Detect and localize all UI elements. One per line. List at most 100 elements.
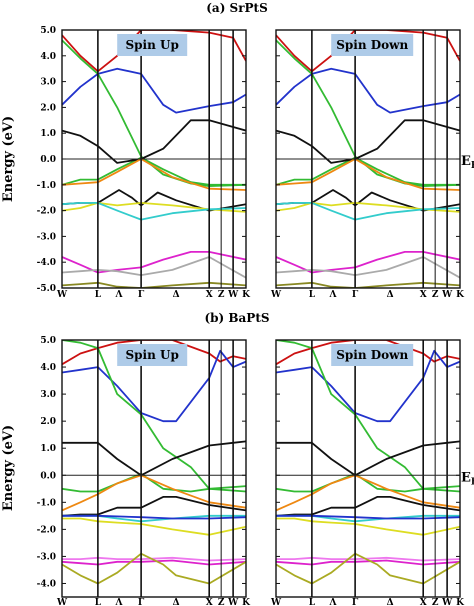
band-line bbox=[62, 281, 246, 288]
k-point-label: L bbox=[309, 290, 316, 300]
y-tick-label: -3.0 bbox=[37, 552, 56, 562]
band-line bbox=[276, 440, 460, 477]
band-line bbox=[276, 559, 460, 566]
band-line bbox=[62, 156, 246, 186]
y-tick-label: 4.0 bbox=[40, 52, 56, 62]
y-tick-label: 3.0 bbox=[40, 390, 56, 400]
band-line bbox=[62, 472, 246, 493]
band-line bbox=[62, 67, 246, 114]
band-line bbox=[276, 30, 460, 73]
spin-label: Spin Down bbox=[336, 348, 408, 362]
spin-label-box bbox=[117, 344, 188, 366]
band-line bbox=[276, 556, 460, 562]
spin-label-box bbox=[331, 34, 414, 56]
y-tick-label: 0.0 bbox=[40, 155, 56, 165]
band-line bbox=[62, 349, 246, 423]
y-tick-label: -4.0 bbox=[37, 258, 56, 268]
k-point-label: W bbox=[227, 290, 239, 300]
band-line bbox=[276, 472, 460, 493]
band-line bbox=[62, 201, 246, 213]
k-point-label: X bbox=[420, 290, 427, 300]
k-point-label: Γ bbox=[138, 290, 145, 300]
k-point-label: Z bbox=[432, 598, 439, 606]
band-line bbox=[62, 30, 246, 73]
fermi-subscript: F bbox=[471, 161, 474, 171]
k-point-label: X bbox=[206, 290, 213, 300]
band-line bbox=[62, 556, 246, 562]
y-tick-label: -1.0 bbox=[37, 498, 56, 508]
fermi-subscript: F bbox=[471, 477, 474, 487]
band-line bbox=[62, 495, 246, 517]
panel-frame bbox=[61, 339, 247, 598]
k-point-label: Z bbox=[432, 290, 439, 300]
band-panel bbox=[276, 340, 460, 585]
band-line bbox=[276, 349, 460, 423]
k-point-label: W bbox=[56, 598, 68, 606]
spin-label: Spin Up bbox=[126, 38, 179, 52]
band-line bbox=[276, 474, 460, 512]
band-line bbox=[62, 514, 246, 520]
k-point-label: W bbox=[270, 290, 282, 300]
k-point-label: Δ bbox=[173, 598, 180, 606]
k-point-label: Λ bbox=[329, 290, 338, 300]
spin-label: Spin Down bbox=[336, 38, 408, 52]
chart-title: (b) BaPtS bbox=[204, 311, 269, 325]
y-tick-label: 1.0 bbox=[40, 129, 56, 139]
k-point-label: Γ bbox=[352, 598, 359, 606]
k-point-label: Z bbox=[218, 598, 225, 606]
k-point-label: W bbox=[56, 290, 68, 300]
y-tick-label: 4.0 bbox=[40, 363, 56, 373]
k-point-label: L bbox=[95, 290, 102, 300]
spin-label-box bbox=[117, 34, 188, 56]
band-line bbox=[276, 119, 460, 164]
y-tick-label: -2.0 bbox=[37, 207, 56, 217]
y-tick-label: -4.0 bbox=[37, 579, 56, 589]
k-point-label: W bbox=[227, 598, 239, 606]
spin-label: Spin Up bbox=[126, 348, 179, 362]
k-point-label: Γ bbox=[138, 598, 145, 606]
fermi-level-label: EF bbox=[461, 470, 474, 487]
k-point-label: L bbox=[95, 598, 102, 606]
y-tick-label: 3.0 bbox=[40, 78, 56, 88]
y-tick-label: 2.0 bbox=[40, 417, 56, 427]
k-point-label: Δ bbox=[173, 290, 180, 300]
k-point-label: W bbox=[441, 290, 453, 300]
band-line bbox=[62, 517, 246, 536]
k-point-label: Λ bbox=[115, 290, 124, 300]
y-tick-label: -5.0 bbox=[37, 284, 56, 294]
k-point-label: X bbox=[420, 598, 427, 606]
band-line bbox=[276, 189, 460, 212]
panel-frame bbox=[275, 339, 461, 598]
k-point-label: Γ bbox=[352, 290, 359, 300]
y-tick-label: 5.0 bbox=[40, 26, 56, 36]
y-tick-label: -1.0 bbox=[37, 181, 56, 191]
band-line bbox=[62, 474, 246, 512]
chart-title: (a) SrPtS bbox=[206, 1, 268, 15]
y-tick-label: 1.0 bbox=[40, 444, 56, 454]
band-line bbox=[62, 119, 246, 164]
y-axis-label: Energy (eV) bbox=[1, 425, 16, 511]
k-point-label: Δ bbox=[387, 290, 394, 300]
y-axis-label: Energy (eV) bbox=[1, 116, 16, 202]
band-line bbox=[62, 440, 246, 477]
band-line bbox=[62, 256, 246, 279]
y-tick-label: -2.0 bbox=[37, 525, 56, 535]
k-point-label: K bbox=[242, 290, 251, 300]
band-line bbox=[62, 201, 246, 221]
k-point-label: W bbox=[441, 598, 453, 606]
k-point-label: W bbox=[270, 598, 282, 606]
k-point-label: Λ bbox=[329, 598, 338, 606]
k-point-label: Z bbox=[218, 290, 225, 300]
band-line bbox=[276, 201, 460, 213]
spin-label-box bbox=[331, 344, 414, 366]
y-tick-label: 0.0 bbox=[40, 471, 56, 481]
fermi-level-label: EF bbox=[461, 154, 474, 171]
band-panel bbox=[62, 340, 246, 585]
band-line bbox=[62, 189, 246, 212]
band-line bbox=[276, 201, 460, 221]
y-tick-label: 2.0 bbox=[40, 103, 56, 113]
k-point-label: Λ bbox=[115, 598, 124, 606]
y-tick-label: -3.0 bbox=[37, 232, 56, 242]
band-line bbox=[276, 517, 460, 536]
